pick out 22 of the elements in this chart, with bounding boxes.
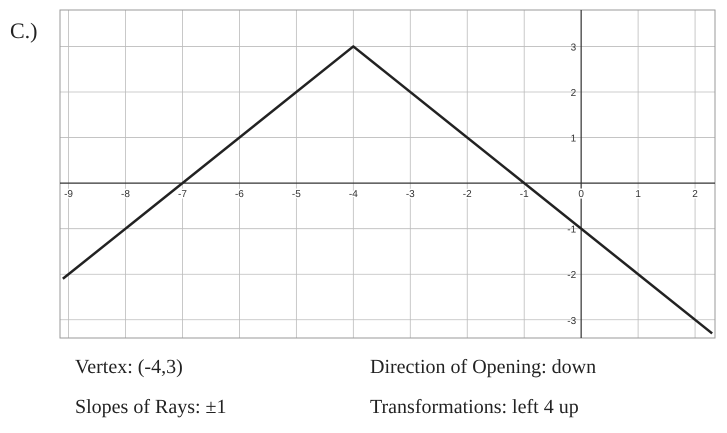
text: Vertex: (-4,3) — [75, 356, 183, 378]
x-tick-label: -8 — [121, 189, 130, 200]
y-tick-label: 2 — [570, 88, 577, 99]
y-tick-label: -2 — [567, 270, 577, 282]
chart-title: C.) — [10, 18, 38, 43]
x-tick-label: -7 — [178, 189, 188, 200]
y-tick-label: 3 — [570, 42, 577, 54]
x-tick-label: -9 — [64, 189, 74, 200]
x-tick-label: 2 — [692, 189, 698, 200]
x-tick-label: -2 — [462, 189, 472, 200]
text: Transformations: left 4 up — [370, 396, 579, 418]
x-tick-label: -4 — [348, 189, 358, 200]
text: Direction of Opening: down — [370, 356, 596, 378]
x-tick-label: -1 — [520, 189, 530, 200]
x-tick-label: 1 — [635, 189, 642, 200]
x-tick-label: -3 — [406, 189, 416, 200]
x-tick-label: -6 — [234, 189, 244, 200]
y-tick-label: -3 — [567, 316, 577, 327]
y-tick-label: 1 — [570, 134, 577, 145]
y-tick-label: -1 — [567, 224, 577, 236]
x-tick-label: -5 — [292, 189, 302, 200]
text: Slopes of Rays: ±1 — [75, 396, 227, 418]
